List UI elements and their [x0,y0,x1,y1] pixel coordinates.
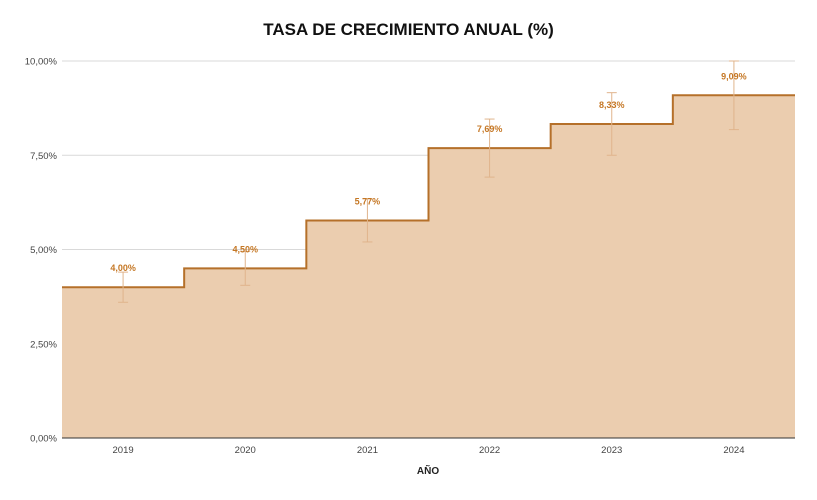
y-tick-label: 5,00% [30,245,57,256]
y-tick-label: 0,00% [30,434,57,445]
y-tick-label: 10,00% [25,57,58,68]
data-label: 9,09% [721,71,747,81]
x-tick-label: 2023 [601,445,622,456]
data-label: 4,00% [110,263,136,273]
series-step-line [62,94,795,289]
series-area-fill [62,95,795,438]
data-label: 8,33% [599,100,625,110]
chart-title: TASA DE CRECIMIENTO ANUAL (%) [263,20,554,39]
x-tick-label: 2020 [235,445,256,456]
x-tick-label: 2024 [723,445,744,456]
data-label: 5,77% [355,196,381,206]
x-tick-label: 2021 [357,445,378,456]
data-label: 7,69% [477,124,503,134]
y-tick-label: 2,50% [30,339,57,350]
x-axis-title: AÑO [416,466,440,477]
y-tick-label: 7,50% [30,151,57,162]
x-tick-label: 2019 [113,445,134,456]
data-label: 4,50% [232,244,258,254]
x-tick-label: 2022 [479,445,500,456]
